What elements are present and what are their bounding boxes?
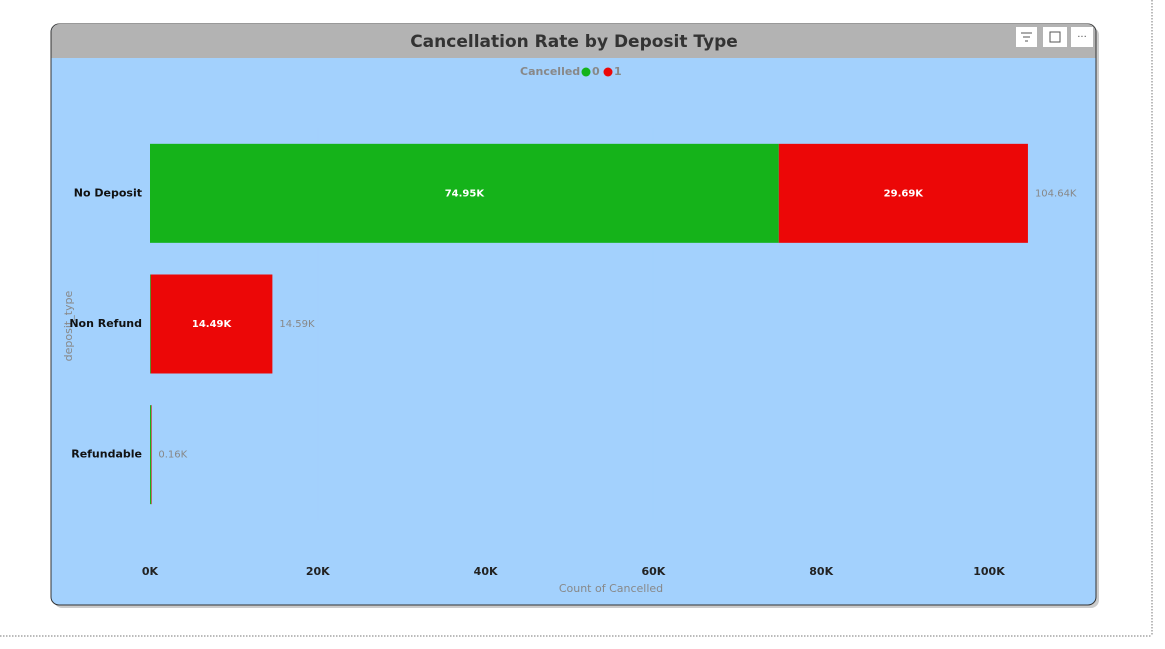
- bar-segment: [150, 274, 151, 374]
- y-tick-label: No Deposit: [74, 186, 142, 199]
- x-tick-label: 0K: [142, 565, 159, 578]
- chart-title: Cancellation Rate by Deposit Type: [410, 32, 738, 52]
- total-label: 14.59K: [279, 319, 315, 330]
- filter-glyph: [1021, 32, 1032, 42]
- legend-marker: [581, 67, 591, 77]
- x-axis-title: Count of Cancelled: [559, 582, 663, 595]
- y-axis-title: deposit_type: [62, 290, 75, 361]
- x-tick-label: 80K: [809, 565, 833, 578]
- data-label: 14.49K: [192, 319, 233, 330]
- x-tick-label: 40K: [474, 565, 498, 578]
- more-glyph: ···: [1077, 32, 1087, 43]
- bar-segment: [778, 143, 1028, 243]
- data-label: 29.69K: [884, 188, 925, 199]
- focus-glyph: [1049, 31, 1061, 43]
- legend-label: 1: [614, 65, 622, 78]
- total-label: 104.64K: [1035, 188, 1077, 199]
- bar-segment: [150, 143, 779, 243]
- total-label: 0.16K: [158, 450, 187, 461]
- y-tick-label: Non Refund: [69, 317, 142, 330]
- data-label: 74.95K: [445, 188, 486, 199]
- y-tick-label: Refundable: [71, 448, 142, 461]
- bar-segment: [150, 405, 152, 505]
- more-icon[interactable]: [1071, 27, 1093, 47]
- legend-label: 0: [592, 65, 600, 78]
- x-tick-label: 60K: [641, 565, 665, 578]
- legend-marker: [603, 67, 613, 77]
- x-tick-label: 100K: [973, 565, 1005, 578]
- visual-header-icons[interactable]: ···: [1016, 27, 1093, 47]
- bar-segment: [150, 274, 273, 374]
- x-tick-label: 20K: [306, 565, 330, 578]
- bar-segment: [151, 405, 152, 505]
- title-bar: [51, 24, 1096, 58]
- legend-title: Cancelled: [520, 65, 580, 78]
- focus-icon[interactable]: [1043, 27, 1067, 47]
